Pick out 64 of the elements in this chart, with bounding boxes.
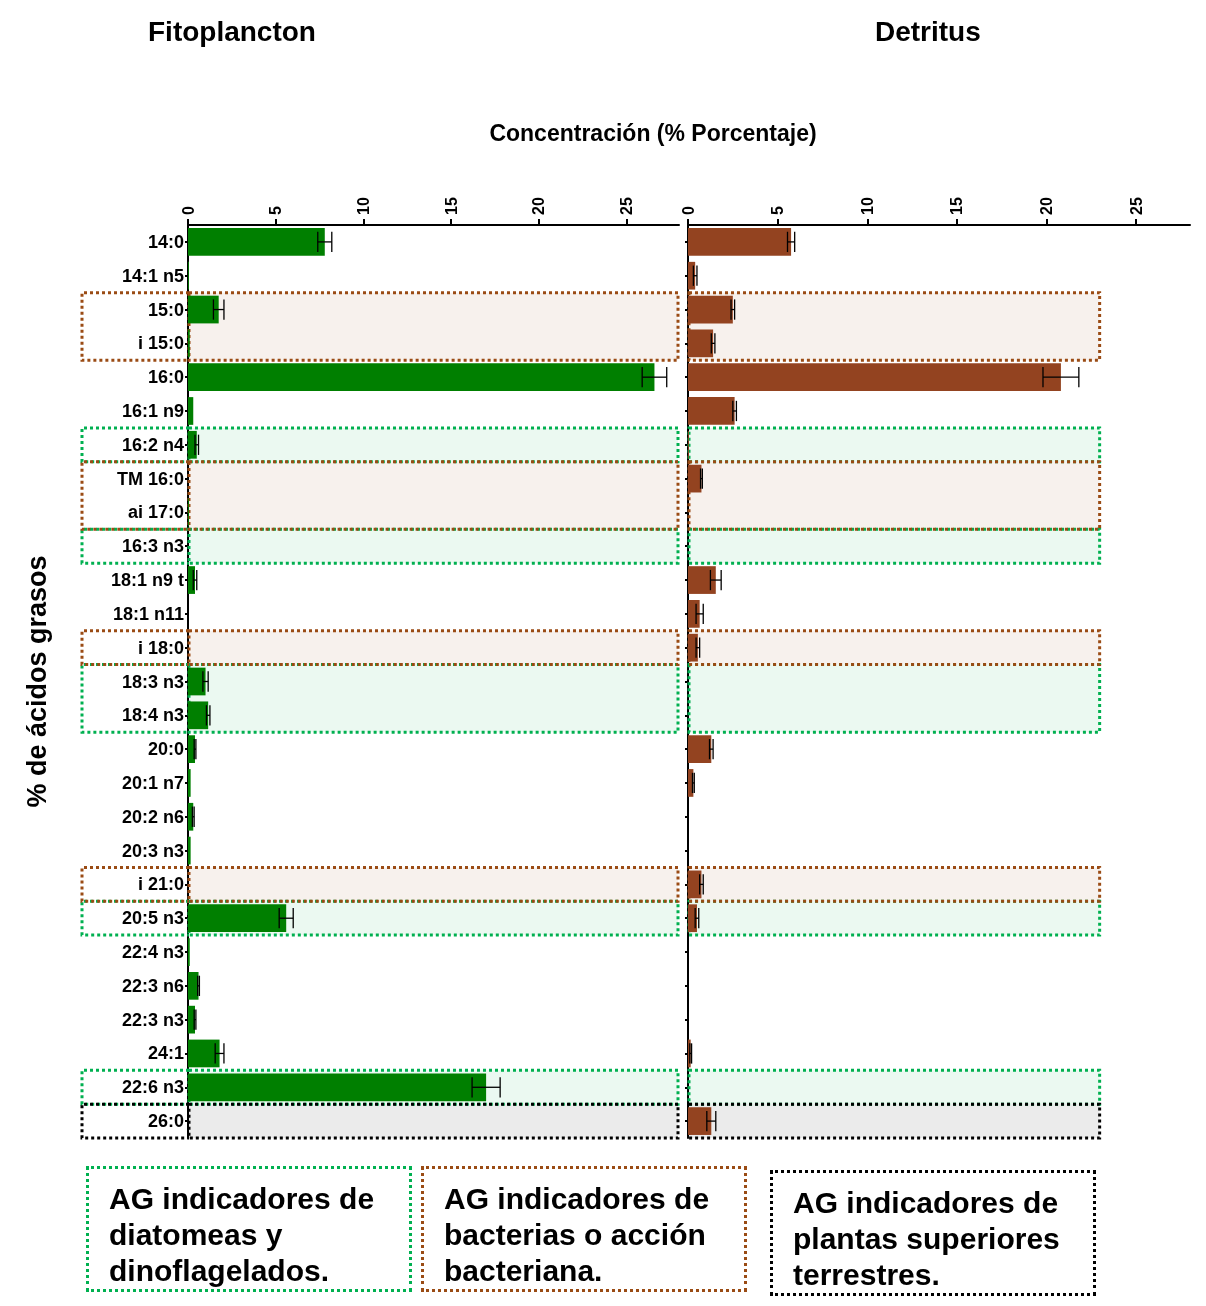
y-tick-label: 20:1 n7 [121, 772, 184, 793]
bar [188, 769, 191, 797]
x-tick-label: 25 [1127, 197, 1145, 215]
y-axis-title: % de ácidos grasos [21, 555, 52, 808]
bar [688, 870, 702, 899]
bar [188, 904, 287, 933]
bar [188, 295, 219, 324]
text: AG indicadores de plantas superiores terrestres. [770, 1170, 1096, 1296]
x-tick-label: 15 [442, 197, 460, 215]
y-tick-label: 16:0 [147, 367, 184, 388]
bar [688, 397, 735, 425]
y-tick-label: 22:4 n3 [121, 942, 184, 963]
bar [688, 566, 716, 594]
x-tick-label: 20 [1038, 197, 1056, 215]
x-tick-label: 25 [617, 197, 635, 215]
bar [688, 735, 712, 763]
bar [188, 836, 191, 865]
x-tick-label: 0 [679, 206, 697, 215]
bar [188, 397, 194, 425]
y-tick-label: 20:5 n3 [121, 908, 184, 929]
bar [188, 363, 655, 392]
y-tick-label: TM 16:0 [116, 468, 184, 489]
y-tick-label: 20:3 n3 [121, 840, 184, 861]
y-tick-label: i 15:0 [137, 333, 184, 354]
x-axis-title: Concentración (% Porcentaje) [488, 120, 818, 147]
bar [188, 1039, 220, 1068]
y-tick-label: 20:0 [147, 739, 184, 760]
x-tick-label: 20 [530, 197, 548, 215]
y-tick-label: 16:1 n9 [121, 400, 184, 421]
y-tick-label: 20:2 n6 [121, 806, 184, 827]
y-tick-label: i 18:0 [137, 637, 184, 658]
bar [688, 1107, 712, 1135]
bar [188, 566, 196, 594]
y-tick-label: 14:1 n5 [121, 265, 184, 286]
x-tick-label: 10 [354, 197, 372, 215]
text: AG indicadores de diatomeas y dinoflagelados. [86, 1166, 412, 1292]
bar [188, 228, 325, 256]
bar [188, 971, 199, 1000]
x-tick-label: 5 [769, 206, 787, 215]
y-tick-label: 22:6 n3 [121, 1077, 184, 1098]
y-tick-label: 14:0 [147, 231, 184, 252]
y-tick-label: 15:0 [147, 299, 184, 320]
bar [188, 667, 206, 696]
bar [688, 228, 792, 256]
y-tick-label: 16:2 n4 [121, 434, 184, 455]
y-tick-label: 18:4 n3 [121, 705, 184, 726]
y-tick-label: 18:3 n3 [121, 671, 184, 692]
y-tick-label: 24:1 [147, 1043, 184, 1064]
text: AG indicadores de bacterias o acción bacteriana. [421, 1166, 747, 1292]
y-tick-label: 18:1 n11 [112, 603, 184, 624]
y-tick-label: 22:3 n3 [121, 1009, 184, 1030]
y-tick-label: i 21:0 [137, 874, 184, 895]
bar [188, 701, 209, 730]
chart-title: Detritus [875, 15, 981, 47]
chart-title: Fitoplancton [148, 15, 316, 47]
y-tick-label: 18:1 n9 t [110, 570, 184, 591]
x-tick-label: 15 [948, 197, 966, 215]
x-tick-label: 0 [179, 206, 197, 215]
y-tick-label: 26:0 [147, 1111, 184, 1132]
y-tick-label: 22:3 n6 [121, 975, 184, 996]
x-tick-label: 5 [267, 206, 285, 215]
x-tick-label: 10 [858, 197, 876, 215]
y-tick-label: ai 17:0 [127, 502, 184, 523]
y-tick-label: 16:3 n3 [121, 536, 184, 557]
